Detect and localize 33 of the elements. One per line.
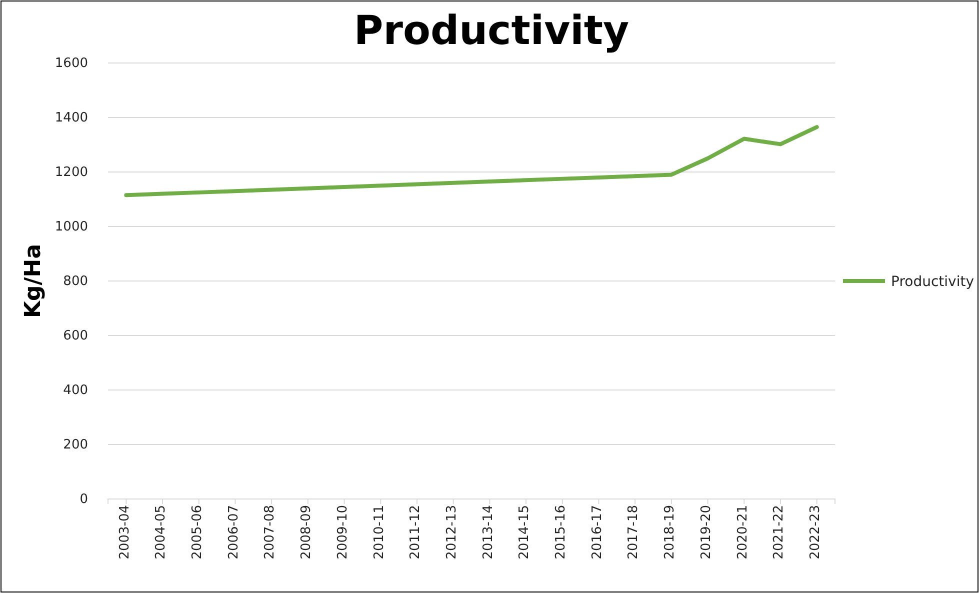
chart-title: Productivity <box>354 8 630 54</box>
x-tick-label: 2007-08 <box>262 505 278 560</box>
x-tick-label: 2018-19 <box>662 505 678 560</box>
y-tick-label: 1200 <box>54 165 88 180</box>
y-tick-label: 1600 <box>54 56 88 72</box>
x-tick-label: 2003-04 <box>117 505 132 560</box>
legend-label: Productivity <box>891 274 974 290</box>
y-tick-label: 1000 <box>54 220 88 235</box>
y-tick-label: 600 <box>63 328 88 344</box>
x-tick-label: 2011-12 <box>408 505 424 560</box>
y-tick-label: 400 <box>63 383 88 398</box>
x-tick-label: 2021-22 <box>772 505 787 560</box>
y-tick-label: 1400 <box>54 110 88 126</box>
x-tick-label: 2019-20 <box>698 505 714 560</box>
x-tick-label: 2008-09 <box>299 505 314 560</box>
x-tick-label: 2009-10 <box>335 505 350 560</box>
x-tick-label: 2006-07 <box>226 505 242 560</box>
x-tick-label: 2012-13 <box>444 505 460 560</box>
x-tick-label: 2014-15 <box>517 505 532 560</box>
x-tick-label: 2004-05 <box>154 505 169 560</box>
y-axis-title: Kg/Ha <box>21 244 46 318</box>
y-tick-label: 0 <box>80 492 88 508</box>
y-tick-label: 200 <box>63 438 88 453</box>
x-tick-label: 2005-06 <box>190 505 206 560</box>
x-tick-label: 2017-18 <box>626 505 642 560</box>
x-tick-label: 2013-14 <box>480 505 496 560</box>
line-series <box>124 125 819 198</box>
x-tick-label: 2016-17 <box>590 505 605 560</box>
x-tick-label: 2010-11 <box>372 505 387 560</box>
x-tick-label: 2022-23 <box>808 505 823 560</box>
x-tick-label: 2020-21 <box>735 505 750 560</box>
x-tick-label: 2015-16 <box>554 505 569 560</box>
y-tick-label: 800 <box>63 274 88 290</box>
